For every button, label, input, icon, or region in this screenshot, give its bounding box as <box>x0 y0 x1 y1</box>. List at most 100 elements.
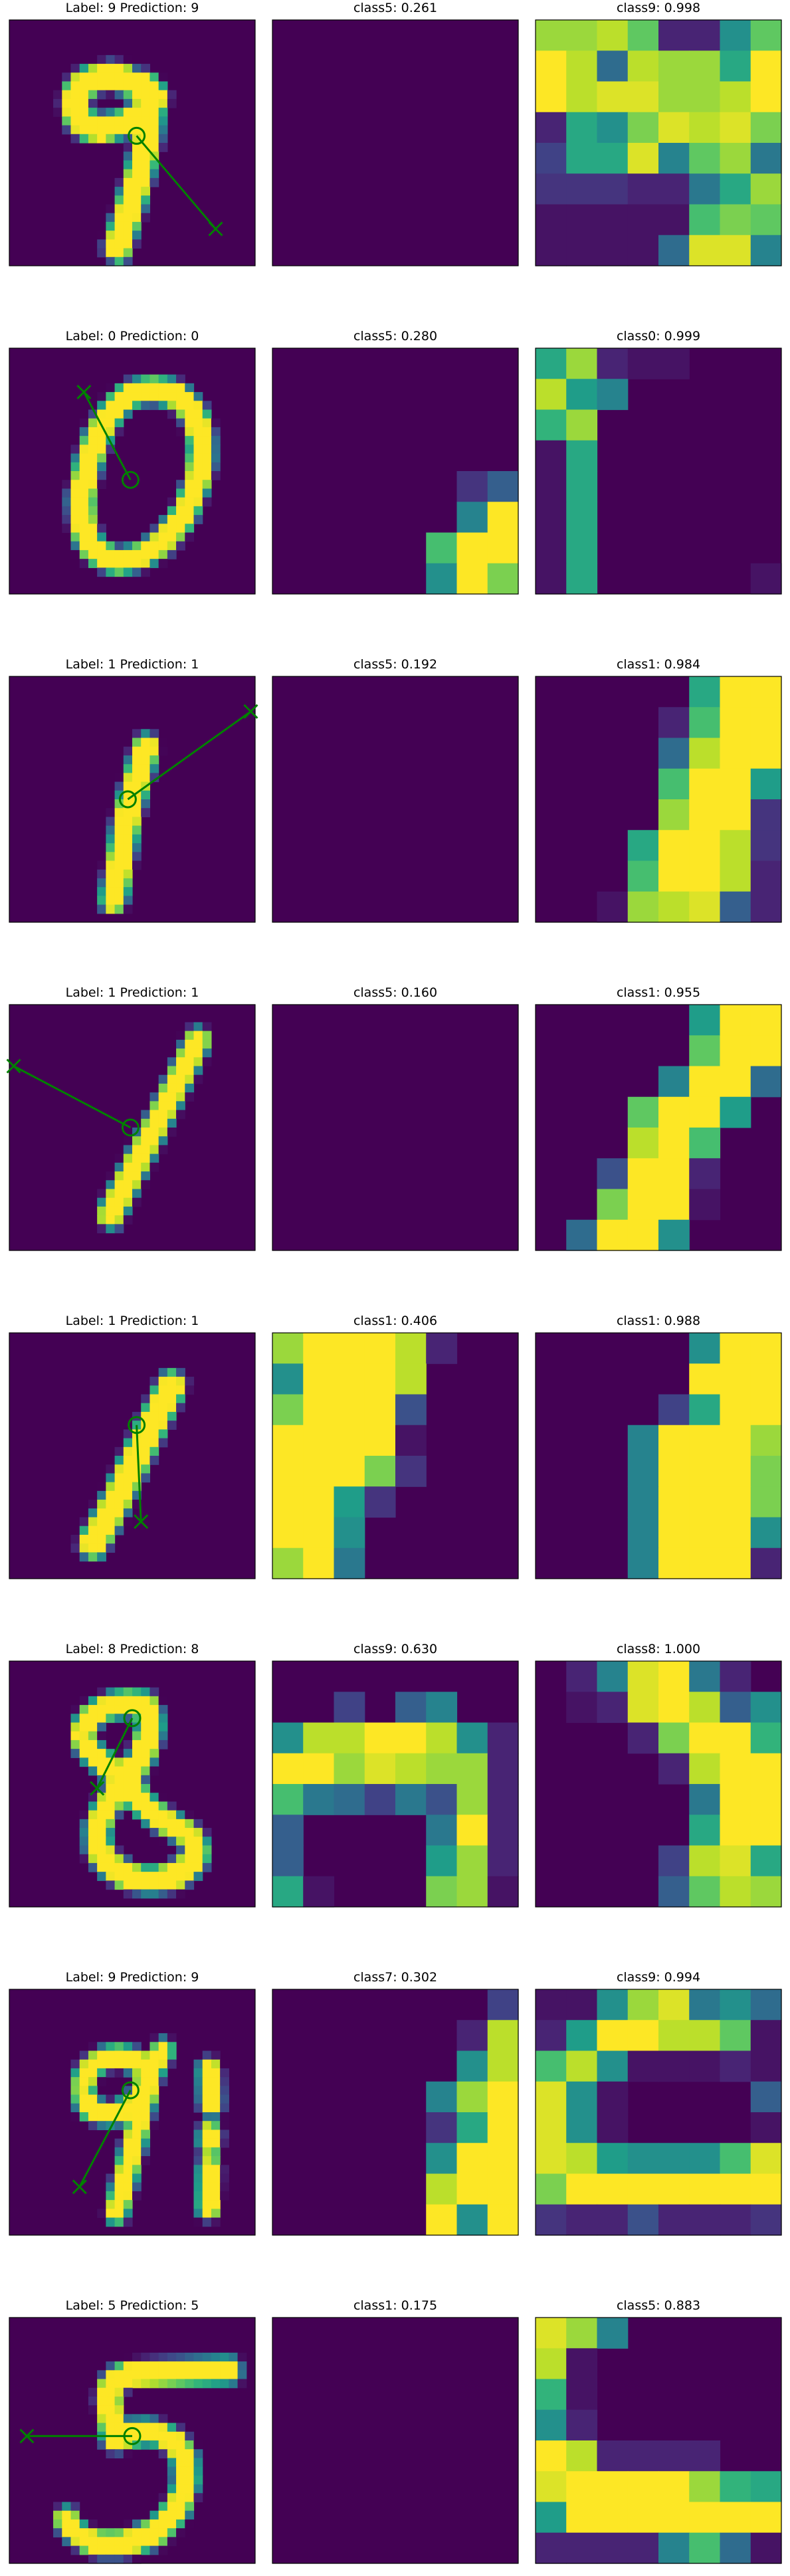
heatmap-cell <box>114 541 124 551</box>
heatmap-cell <box>106 1793 116 1803</box>
heatmap-cell <box>158 1145 168 1155</box>
heatmap-cell <box>114 1224 124 1234</box>
heatmap-cell <box>627 891 659 923</box>
heatmap-cell <box>364 1456 396 1487</box>
heatmap-cell <box>720 173 751 205</box>
heatmap-cell <box>62 2519 72 2529</box>
heatmap-cell <box>689 707 721 739</box>
heatmap-cell <box>114 2423 124 2432</box>
heatmap-cell <box>176 1377 185 1386</box>
heatmap-cell <box>88 90 98 100</box>
heatmap-cell <box>123 143 133 152</box>
predicted-class-heatmap <box>535 1332 782 1579</box>
heatmap-cell <box>158 401 168 411</box>
heatmap-cell <box>689 1035 721 1067</box>
heatmap-cell <box>395 1784 427 1815</box>
heatmap-cell <box>114 1757 124 1767</box>
heatmap-cell <box>141 204 151 214</box>
heatmap-cell <box>426 2173 458 2205</box>
saliency-direction-overlay <box>72 2081 140 2195</box>
heatmap-cell <box>566 143 598 174</box>
heatmap-cell <box>597 1692 629 1724</box>
heatmap-cell <box>97 2554 106 2564</box>
heatmap-cell <box>62 81 72 91</box>
heatmap-cell <box>141 1775 151 1785</box>
heatmap-cell <box>202 497 212 507</box>
heatmap-cell <box>114 1500 124 1509</box>
heatmap-cell <box>627 50 659 82</box>
heatmap-cell <box>689 235 721 266</box>
heatmap-cell <box>185 1074 195 1084</box>
heatmap-cell <box>97 2068 106 2078</box>
heatmap-cell <box>720 830 751 862</box>
heatmap-cell <box>123 108 133 117</box>
heatmap-cell <box>720 1363 751 1395</box>
heatmap-cell <box>123 1500 133 1509</box>
heatmap-cell <box>141 1766 151 1776</box>
heatmap-cell <box>62 2510 72 2520</box>
heatmap-cell <box>720 1989 751 2021</box>
heatmap-cell <box>185 418 195 428</box>
heatmap-cell <box>658 1096 690 1128</box>
heatmap-cell <box>141 2086 151 2096</box>
heatmap-cell <box>185 2370 195 2380</box>
heatmap-cell <box>88 81 98 91</box>
heatmap-cell <box>132 2414 142 2424</box>
heatmap-cell <box>158 2352 168 2362</box>
heatmap-cell <box>79 2519 89 2529</box>
heatmap-cell <box>149 729 159 739</box>
heatmap-cell <box>536 409 567 441</box>
heatmap-cell <box>114 418 124 428</box>
heatmap-cell <box>272 1333 304 1364</box>
heatmap-cell <box>132 64 142 73</box>
heatmap-cell <box>79 453 89 463</box>
heatmap-cell <box>720 143 751 174</box>
heatmap-cell <box>597 1158 629 1190</box>
heatmap-cell <box>193 1836 203 1846</box>
heatmap-cell <box>566 2348 598 2380</box>
heatmap-cell <box>167 2458 177 2468</box>
heatmap-cell <box>88 1749 98 1758</box>
origin-circle-marker <box>121 2081 140 2100</box>
heatmap-cell <box>132 2112 142 2122</box>
heatmap-cell <box>202 462 212 472</box>
heatmap-cell <box>720 1425 751 1456</box>
heatmap-cell <box>750 1876 782 1908</box>
heatmap-cell <box>720 1005 751 1036</box>
heatmap-cell <box>106 817 116 827</box>
heatmap-cell <box>627 1722 659 1754</box>
heatmap-cell <box>658 235 690 266</box>
heatmap-cell <box>456 471 488 502</box>
heatmap-cell <box>114 825 124 835</box>
heatmap-cell <box>62 90 72 100</box>
heatmap-cell <box>149 1456 159 1465</box>
heatmap-cell <box>149 559 159 568</box>
heatmap-cell <box>97 1534 106 1544</box>
heatmap-cell <box>689 2204 721 2236</box>
heatmap-cell <box>106 1836 116 1846</box>
heatmap-cell <box>185 2475 195 2485</box>
heatmap-cell <box>185 427 195 437</box>
heatmap-cell <box>114 2379 124 2389</box>
heatmap-cell <box>132 195 142 205</box>
heatmap-cell <box>536 2440 567 2472</box>
heatmap-cell <box>658 1066 690 1098</box>
heatmap-cell <box>176 392 185 401</box>
heatmap-cell <box>193 2086 203 2096</box>
heatmap-cell <box>141 1810 151 1820</box>
heatmap-cell <box>167 1074 177 1084</box>
heatmap-cell <box>536 2081 567 2113</box>
heatmap-cell <box>536 235 567 266</box>
heatmap-cell <box>132 72 142 82</box>
heatmap-cell <box>176 497 185 507</box>
digit-image <box>9 1332 256 1579</box>
heatmap-cell <box>106 64 116 73</box>
heatmap-cell <box>123 549 133 559</box>
predicted-class-title: class1: 0.988 <box>617 1314 700 1328</box>
heatmap-cell <box>193 392 203 401</box>
heatmap-cell <box>123 213 133 223</box>
heatmap-cell <box>106 2182 116 2192</box>
heatmap-cell <box>689 204 721 236</box>
heatmap-cell <box>158 2449 168 2459</box>
heatmap-cell <box>141 1394 151 1404</box>
